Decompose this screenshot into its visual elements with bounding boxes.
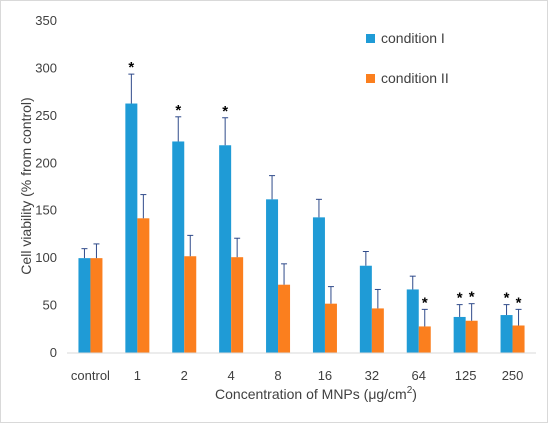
bar-condition-1 (125, 103, 138, 353)
bar-condition-2 (418, 326, 431, 353)
bar-condition-1 (219, 145, 232, 353)
y-tick-label: 200 (35, 155, 57, 170)
x-tick-label: 32 (365, 368, 379, 383)
x-axis-title-superscript: 2 (407, 385, 413, 396)
y-tick-label: 300 (35, 60, 57, 75)
bar-condition-1 (406, 289, 419, 353)
significance-star: * (222, 103, 228, 120)
significance-star: * (504, 290, 510, 307)
bar-condition-1 (500, 315, 513, 353)
y-tick-label: 250 (35, 108, 57, 123)
bar-condition-1 (172, 141, 185, 353)
bar-condition-2 (465, 320, 478, 353)
x-tick-label: 2 (181, 368, 188, 383)
significance-star: * (469, 289, 475, 306)
legend: condition I condition II (366, 30, 449, 86)
bar-condition-2 (231, 257, 244, 353)
x-tick-label: 125 (455, 368, 477, 383)
y-tick-label: 0 (50, 345, 57, 360)
bar-condition-1 (266, 199, 279, 353)
error-bars (81, 73, 522, 327)
x-tick-label: 8 (274, 368, 281, 383)
bar-condition-1 (359, 265, 372, 353)
x-axis-title-end: ) (412, 386, 417, 402)
significance-star: * (128, 59, 134, 76)
y-tick-label: 350 (35, 13, 57, 28)
x-axis-title-main: Concentration of MNPs (μg/cm (215, 386, 407, 402)
bar-condition-2 (278, 284, 291, 353)
significance-star: * (422, 294, 428, 311)
y-tick-label: 50 (43, 298, 57, 313)
significance-markers: * * * * * * * * (128, 59, 521, 311)
x-tick-label: 4 (228, 368, 235, 383)
bar-series (78, 103, 525, 353)
bar-condition-1 (78, 258, 91, 353)
x-axis-ticks: control 1 2 4 8 16 32 64 125 250 (71, 368, 523, 383)
bar-condition-2 (324, 303, 337, 353)
bar-condition-2 (137, 218, 150, 353)
y-axis-title: Cell viability (% from control) (18, 97, 34, 274)
legend-label-condition-2: condition II (381, 70, 449, 86)
x-tick-label: 16 (318, 368, 332, 383)
x-tick-label: 1 (134, 368, 141, 383)
significance-star: * (457, 290, 463, 307)
y-tick-label: 150 (35, 203, 57, 218)
bar-condition-2 (184, 256, 197, 353)
bar-condition-2 (512, 325, 525, 353)
legend-label-condition-1: condition I (381, 30, 445, 46)
significance-star: * (175, 102, 181, 119)
bar-condition-2 (371, 308, 384, 353)
y-tick-label: 100 (35, 250, 57, 265)
legend-swatch-condition-1 (366, 34, 375, 43)
x-tick-label: 64 (412, 368, 426, 383)
bar-condition-2 (90, 258, 103, 353)
y-axis-ticks: 0 50 100 150 200 250 300 350 (35, 13, 57, 360)
significance-star: * (516, 294, 522, 311)
x-tick-label: control (71, 368, 110, 383)
x-tick-label: 250 (502, 368, 524, 383)
bar-condition-1 (453, 316, 466, 353)
legend-swatch-condition-2 (366, 74, 375, 83)
bar-condition-1 (312, 217, 325, 353)
x-axis-title: Concentration of MNPs (μg/cm2) (215, 385, 417, 402)
